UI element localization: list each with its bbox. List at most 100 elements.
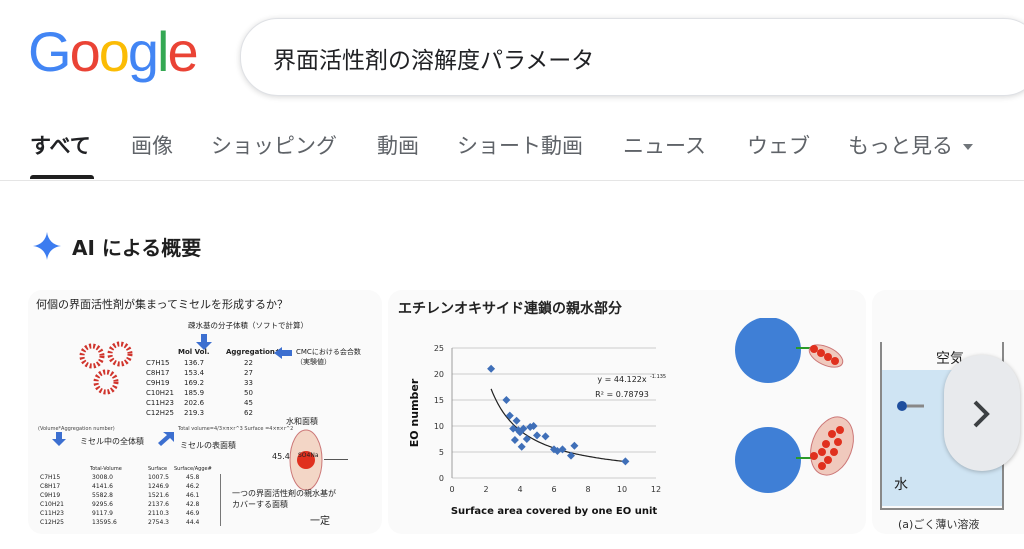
table-cell-mol-vol: 219.3 <box>184 409 205 417</box>
col-surface: Surface <box>148 466 168 472</box>
table-cell-mol-vol: 169.2 <box>184 379 205 387</box>
table-cell-name: C8H17 <box>40 483 61 490</box>
search-box[interactable] <box>240 18 1024 96</box>
tab-videos[interactable]: 動画 <box>377 134 419 158</box>
divider-line <box>324 459 348 460</box>
logo-letter: e <box>167 20 198 83</box>
data-point <box>558 445 567 454</box>
card1-title: 何個の界面活性剤が集まってミセルを形成するか？ <box>36 298 289 311</box>
surface-area-label: ミセルの表面積 <box>180 441 236 450</box>
table-cell-mol-vol: 185.9 <box>184 389 205 397</box>
tab-images[interactable]: 画像 <box>131 134 173 158</box>
table-cell-aggregation: 50 <box>244 389 253 397</box>
down-arrow-icon <box>52 432 66 446</box>
formula-right: Total volume=4/3×π×r^3 Surface =4×π×r^2 <box>178 426 294 432</box>
table-cell-name: C9H19 <box>40 492 61 499</box>
data-point <box>526 423 535 432</box>
up-right-arrow-icon <box>158 432 174 446</box>
table-cell-surface: 2137.6 <box>148 501 169 508</box>
table-cell-total-volume: 5582.8 <box>92 492 113 499</box>
table-cell-ratio: 44.4 <box>186 519 200 526</box>
card2-title: エチレンオキサイド連鎖の親水部分 <box>398 301 622 317</box>
google-logo[interactable]: Google <box>28 24 199 80</box>
y-tick-label: 10 <box>434 422 444 431</box>
carousel-next-button[interactable] <box>944 355 1020 471</box>
sparkle-icon <box>33 232 61 260</box>
data-point <box>517 442 526 451</box>
left-arrow-icon <box>274 347 292 359</box>
tab-short-videos[interactable]: ショート動画 <box>457 134 583 158</box>
tab-web[interactable]: ウェブ <box>747 134 810 158</box>
table-cell-total-volume: 13595.6 <box>92 519 117 526</box>
data-point <box>512 416 521 425</box>
data-point <box>487 364 496 373</box>
table-cell-aggregation: 33 <box>244 379 253 387</box>
whole-volume-label: ミセル中の全体積 <box>80 437 144 446</box>
trend-equation: y = 44.122x <box>597 375 647 384</box>
chevron-right-icon <box>973 400 990 428</box>
eo-scatter-chart: 0 5 10 15 20 25 0 2 4 6 8 10 12 y = 44.122x -1.135 R² =… <box>408 344 666 517</box>
cmc-note-2: （実験値） <box>296 358 331 366</box>
logo-letter: G <box>28 20 72 83</box>
y-tick-label: 20 <box>434 370 444 379</box>
table-cell-surface: 1007.5 <box>148 474 169 481</box>
table-cell-ratio: 42.8 <box>186 501 200 508</box>
table-cell-ratio: 46.9 <box>186 510 200 517</box>
ai-overview-label: AI による概要 <box>72 235 202 260</box>
table-cell-name: C10H21 <box>40 501 64 508</box>
table-cell-name: C11H23 <box>146 399 174 407</box>
image-card-eo-chart[interactable]: エチレンオキサイド連鎖の親水部分 0 5 10 15 20 25 0 2 4 6 8 10 12 y = … <box>388 290 866 534</box>
col-mol-vol: Mol Vol. <box>178 348 210 356</box>
ai-overview-header: AI による概要 <box>32 228 201 264</box>
tab-more[interactable]: もっと見る <box>848 130 973 160</box>
col-aggregation: Aggregation# <box>226 348 281 356</box>
table-cell-name: C10H21 <box>146 389 174 397</box>
note-line-2: カバーする面積 <box>232 500 288 509</box>
table-cell-total-volume: 3008.0 <box>92 474 113 481</box>
x-tick-label: 4 <box>517 485 522 494</box>
y-tick-label: 15 <box>434 396 444 405</box>
data-point <box>553 446 562 455</box>
table-cell-ratio: 46.2 <box>186 483 200 490</box>
data-point <box>502 396 511 404</box>
down-arrow-icon <box>196 334 212 350</box>
table-cell-name: C12H25 <box>146 409 174 417</box>
data-point <box>621 457 630 466</box>
bracket-line <box>220 474 221 526</box>
x-tick-label: 0 <box>449 485 454 494</box>
table-cell-total-volume: 4141.6 <box>92 483 113 490</box>
active-tab-indicator <box>30 175 94 179</box>
table-cell-surface: 2110.3 <box>148 510 169 517</box>
r-squared-label: R² = 0.78793 <box>595 390 649 399</box>
tab-shopping[interactable]: ショッピング <box>211 134 337 158</box>
data-point <box>505 411 514 420</box>
tab-all[interactable]: すべて <box>30 134 91 158</box>
table-cell-ratio: 46.1 <box>186 492 200 499</box>
image-card-micelle-table[interactable]: 何個の界面活性剤が集まってミセルを形成するか？ 疎水基の分子体積（ソフトで計算）… <box>28 290 382 534</box>
data-point <box>533 431 541 440</box>
table-cell-name: C7H15 <box>146 359 170 367</box>
data-point <box>522 435 531 443</box>
table-cell-aggregation: 45 <box>244 399 253 407</box>
tab-news[interactable]: ニュース <box>623 134 706 158</box>
search-input[interactable] <box>271 39 975 77</box>
logo-letter: o <box>98 20 130 83</box>
table-cell-surface: 1521.6 <box>148 492 169 499</box>
data-point <box>519 424 528 433</box>
search-tabs: すべて 画像 ショッピング 動画 ショート動画 ニュース ウェブ もっと見る <box>0 118 1024 181</box>
table-cell-mol-vol: 202.6 <box>184 399 205 407</box>
card1-subtitle: 疎水基の分子体積（ソフトで計算） <box>188 321 308 330</box>
y-tick-label: 25 <box>434 344 444 353</box>
value-45-4: 45.4 <box>272 452 290 461</box>
x-axis-label: Surface area covered by one EO unit <box>451 506 658 517</box>
x-tick-label: 6 <box>551 485 556 494</box>
formula-left: (Volume*Aggregation number) <box>38 426 115 432</box>
data-point <box>516 428 524 437</box>
x-tick-label: 2 <box>483 485 488 494</box>
y-tick-label: 0 <box>439 474 444 483</box>
caret-down-icon <box>963 144 973 150</box>
note-line-1: 一つの界面活性剤の親水基が <box>232 489 336 498</box>
data-point <box>567 451 575 460</box>
table-cell-surface: 2754.3 <box>148 519 169 526</box>
logo-letter: g <box>127 20 159 83</box>
